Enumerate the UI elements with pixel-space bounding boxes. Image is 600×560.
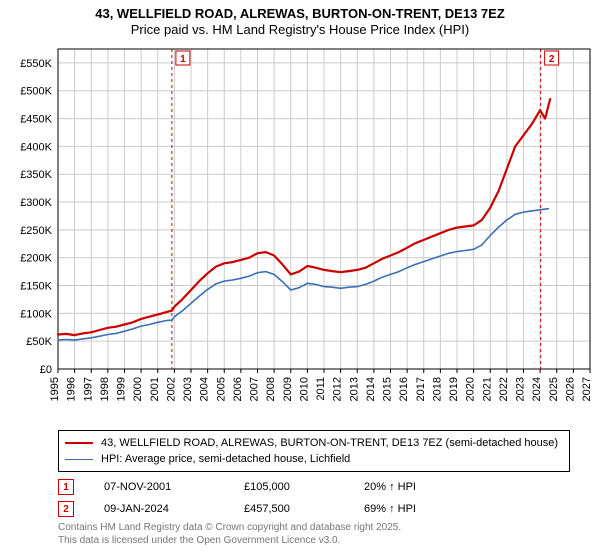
svg-text:2000: 2000 — [132, 377, 144, 401]
svg-text:£250K: £250K — [20, 225, 52, 237]
svg-text:£550K: £550K — [20, 58, 52, 70]
legend-label: HPI: Average price, semi-detached house,… — [101, 453, 350, 465]
svg-text:£150K: £150K — [20, 281, 52, 293]
svg-text:£50K: £50K — [26, 336, 52, 348]
svg-text:£0: £0 — [40, 364, 52, 376]
svg-text:2027: 2027 — [581, 377, 593, 401]
title-block: 43, WELLFIELD ROAD, ALREWAS, BURTON-ON-T… — [0, 0, 600, 39]
svg-text:2022: 2022 — [498, 377, 510, 401]
svg-text:£300K: £300K — [20, 197, 52, 209]
svg-text:£100K: £100K — [20, 308, 52, 320]
svg-text:2015: 2015 — [382, 377, 394, 401]
svg-text:2019: 2019 — [448, 377, 460, 401]
title-address: 43, WELLFIELD ROAD, ALREWAS, BURTON-ON-T… — [10, 6, 590, 21]
legend-label: 43, WELLFIELD ROAD, ALREWAS, BURTON-ON-T… — [101, 437, 558, 449]
sale-delta: 69% ↑ HPI — [364, 503, 484, 515]
chart-area: £0 £50K £100K £150K £200K £250K £300K £350K £400… — [0, 39, 600, 424]
legend-swatch — [65, 442, 93, 444]
svg-text:1996: 1996 — [66, 377, 78, 401]
sale-price: £105,000 — [244, 481, 334, 493]
svg-text:2026: 2026 — [564, 377, 576, 401]
svg-text:2: 2 — [549, 54, 555, 65]
svg-text:£200K: £200K — [20, 253, 52, 265]
svg-text:2008: 2008 — [265, 377, 277, 401]
legend-swatch — [65, 459, 93, 460]
sale-marker: 2 — [58, 501, 74, 517]
svg-text:2011: 2011 — [315, 377, 327, 401]
svg-text:2001: 2001 — [149, 377, 161, 401]
svg-text:2007: 2007 — [249, 377, 261, 401]
svg-text:2024: 2024 — [531, 377, 543, 401]
svg-text:2023: 2023 — [515, 377, 527, 401]
chart-container: 43, WELLFIELD ROAD, ALREWAS, BURTON-ON-T… — [0, 0, 600, 547]
legend-item: 43, WELLFIELD ROAD, ALREWAS, BURTON-ON-T… — [65, 435, 563, 451]
title-subtitle: Price paid vs. HM Land Registry's House … — [10, 22, 590, 37]
svg-text:2004: 2004 — [199, 377, 211, 401]
sale-row: 2 09-JAN-2024 £457,500 69% ↑ HPI — [58, 498, 570, 520]
footer-line1: Contains HM Land Registry data © Crown c… — [58, 522, 570, 535]
svg-text:2021: 2021 — [481, 377, 493, 401]
svg-text:2014: 2014 — [365, 377, 377, 401]
svg-text:1997: 1997 — [82, 377, 94, 401]
legend-box: 43, WELLFIELD ROAD, ALREWAS, BURTON-ON-T… — [58, 430, 570, 472]
svg-text:1: 1 — [180, 54, 186, 65]
svg-text:2006: 2006 — [232, 377, 244, 401]
sale-price: £457,500 — [244, 503, 334, 515]
svg-text:2018: 2018 — [431, 377, 443, 401]
svg-text:1999: 1999 — [116, 377, 128, 401]
svg-text:2002: 2002 — [165, 377, 177, 401]
svg-text:£400K: £400K — [20, 141, 52, 153]
svg-text:£350K: £350K — [20, 169, 52, 181]
svg-text:2017: 2017 — [415, 377, 427, 401]
sale-row: 1 07-NOV-2001 £105,000 20% ↑ HPI — [58, 476, 570, 498]
sale-date: 07-NOV-2001 — [104, 481, 214, 493]
svg-text:2020: 2020 — [465, 377, 477, 401]
svg-text:2003: 2003 — [182, 377, 194, 401]
svg-text:2025: 2025 — [548, 377, 560, 401]
svg-text:2009: 2009 — [282, 377, 294, 401]
svg-text:2013: 2013 — [348, 377, 360, 401]
line-chart-svg: £0 £50K £100K £150K £200K £250K £300K £350K £400… — [0, 39, 600, 419]
footer-line2: This data is licensed under the Open Gov… — [58, 535, 570, 548]
sale-delta: 20% ↑ HPI — [364, 481, 484, 493]
legend-item: HPI: Average price, semi-detached house,… — [65, 451, 563, 467]
svg-text:£500K: £500K — [20, 86, 52, 98]
sales-table: 1 07-NOV-2001 £105,000 20% ↑ HPI 2 09-JAN-202… — [58, 476, 570, 520]
svg-text:£450K: £450K — [20, 114, 52, 126]
svg-text:1995: 1995 — [49, 377, 61, 401]
svg-text:2016: 2016 — [398, 377, 410, 401]
sale-marker: 1 — [58, 479, 74, 495]
footer-attribution: Contains HM Land Registry data © Crown c… — [58, 522, 570, 547]
svg-text:2012: 2012 — [332, 377, 344, 401]
svg-text:2010: 2010 — [298, 377, 310, 401]
svg-text:2005: 2005 — [215, 377, 227, 401]
sale-date: 09-JAN-2024 — [104, 503, 214, 515]
svg-text:1998: 1998 — [99, 377, 111, 401]
